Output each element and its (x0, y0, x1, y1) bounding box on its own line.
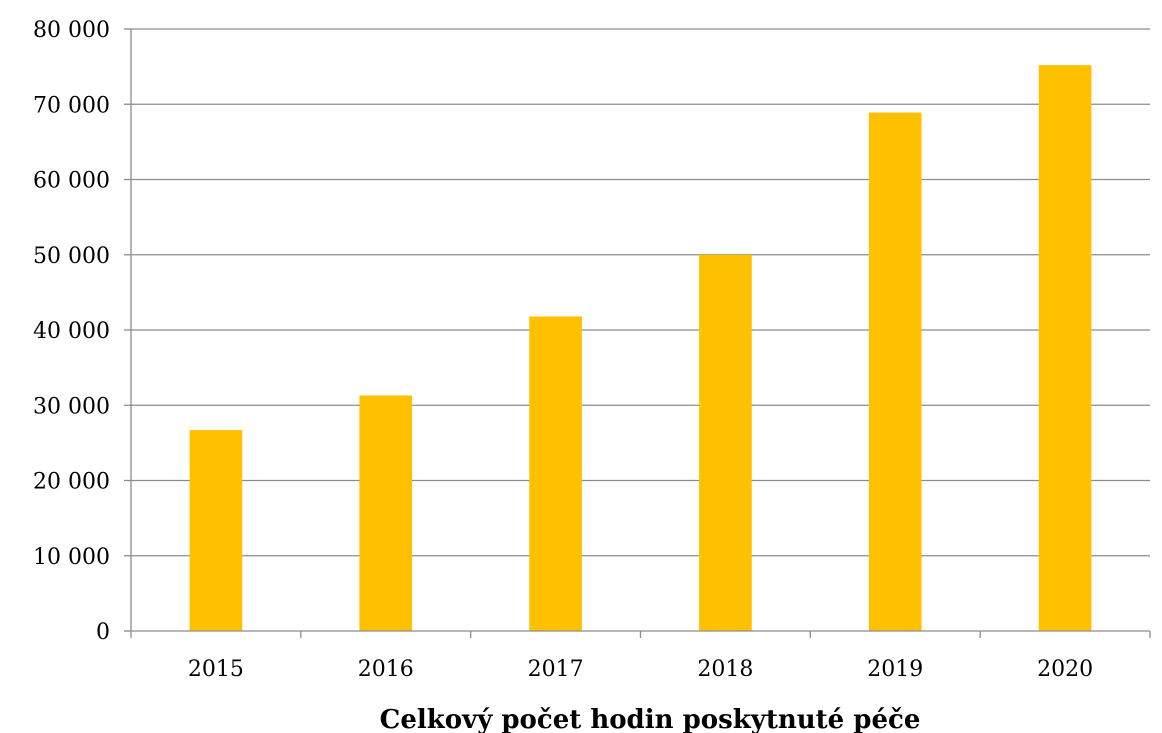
bar-2020 (1038, 65, 1092, 632)
gridlines (131, 28, 1150, 557)
y-tick-label: 20 000 (33, 470, 110, 495)
y-tick-label: 80 000 (33, 18, 110, 43)
x-tick-label: 2019 (867, 657, 923, 682)
y-tick-label: 70 000 (33, 93, 110, 118)
bar-2017 (529, 316, 582, 631)
axes (124, 28, 1151, 638)
y-tick-label: 40 000 (33, 319, 110, 344)
bar-2018 (699, 254, 752, 631)
bar-2015 (189, 430, 243, 631)
y-tick-label: 10 000 (33, 545, 110, 570)
x-axis-title: Celkový počet hodin poskytnuté péče (380, 705, 921, 733)
y-tick-label: 50 000 (33, 244, 110, 269)
x-tick-label: 2017 (528, 657, 584, 682)
x-tick-label: 2018 (697, 657, 753, 682)
bar-2016 (359, 395, 413, 631)
y-tick-label: 0 (96, 620, 110, 645)
x-tick-label: 2016 (358, 657, 414, 682)
bar-2019 (868, 112, 922, 632)
x-tick-labels: 2015 2016 2017 2018 2019 2020 (188, 657, 1093, 682)
x-tick-label: 2020 (1037, 657, 1093, 682)
y-tick-labels: 0 10 000 20 000 30 000 40 000 50 000 60 000 70 … (33, 18, 110, 645)
y-tick-label: 60 000 (33, 169, 110, 194)
bars (189, 65, 1092, 632)
x-tick-label: 2015 (188, 657, 244, 682)
y-tick-label: 30 000 (33, 394, 110, 419)
